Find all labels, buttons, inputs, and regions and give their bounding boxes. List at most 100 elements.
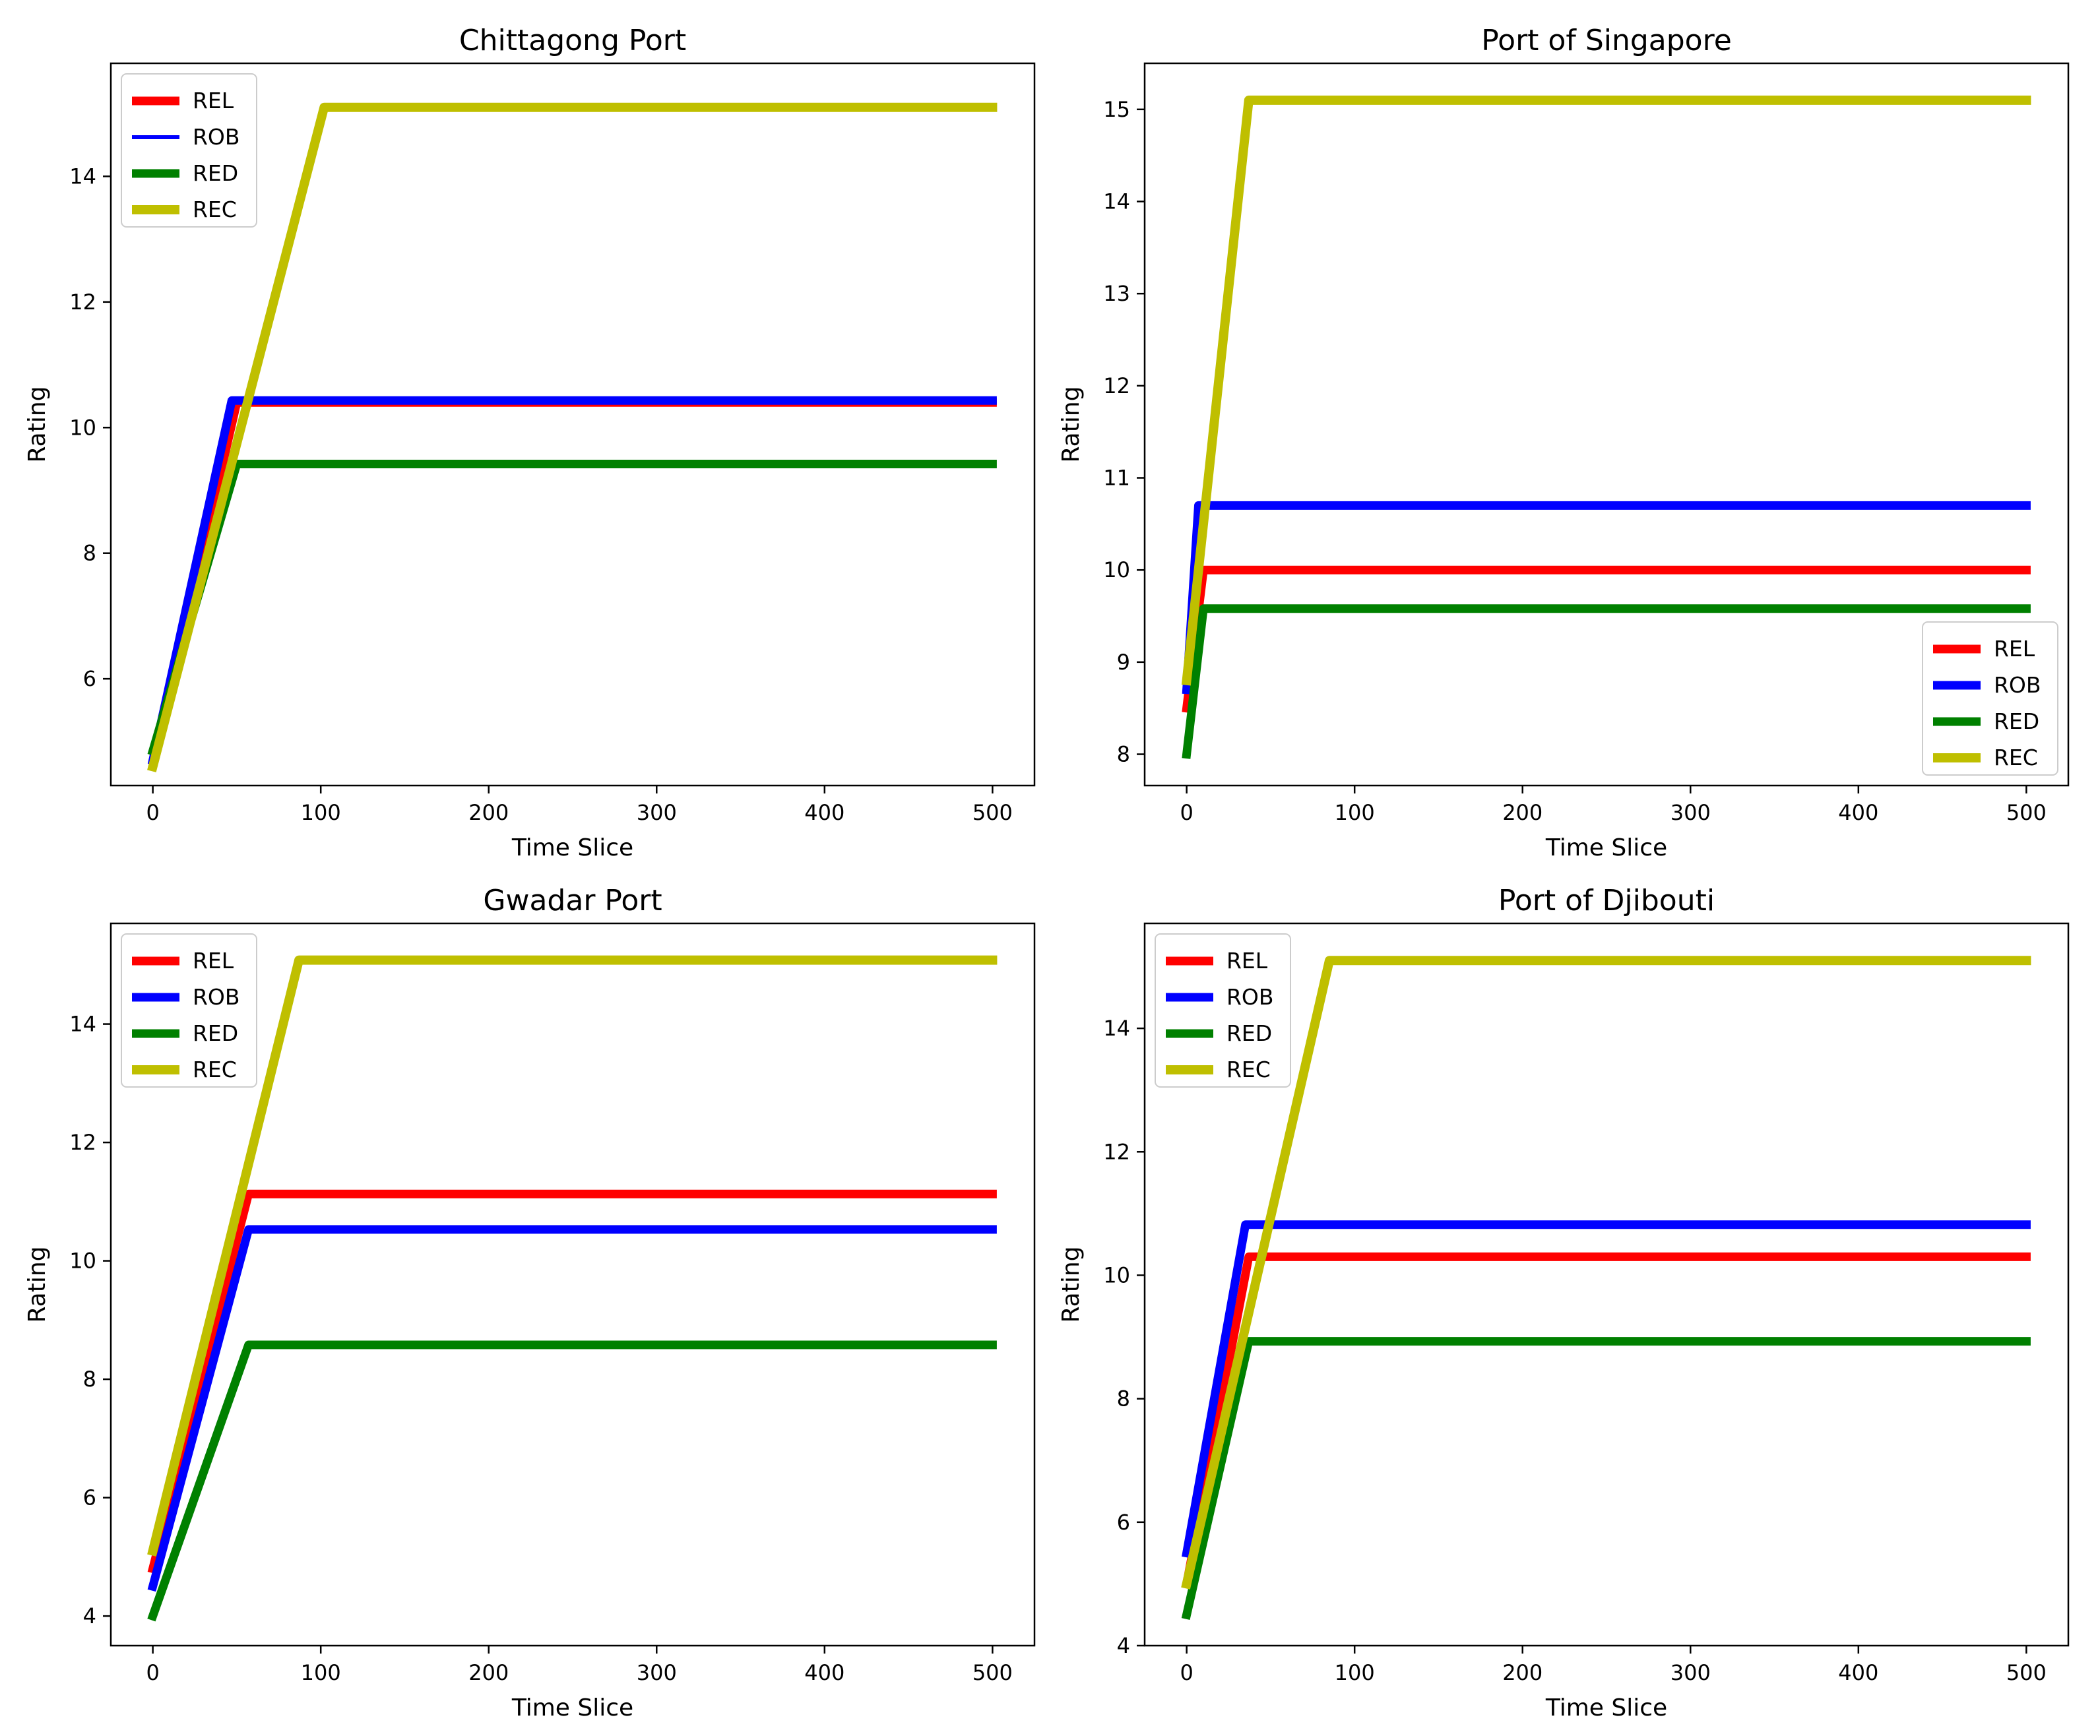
y-axis-label: Rating	[1058, 386, 1085, 462]
chart-panel-3: 0 100 200 300 400 500 4 6 8 10 12 14 Port of Djibout…	[1058, 884, 2070, 1721]
x-tick-label: 200	[1502, 800, 1543, 825]
series-line-rec	[147, 955, 998, 1557]
x-tick-label: 0	[1180, 1660, 1193, 1685]
axes-frame	[1143, 922, 2070, 1647]
y-tick-label: 11	[1103, 466, 1130, 491]
chart-title: Port of Djibouti	[1498, 884, 1715, 917]
y-tick-label: 10	[1103, 557, 1130, 582]
y-tick-label: 10	[69, 415, 96, 440]
x-tick-label: 500	[2006, 1660, 2047, 1685]
legend-box	[1155, 933, 1291, 1088]
series-line-rob	[147, 396, 997, 766]
x-axis-label: Time Slice	[511, 834, 633, 861]
series-line-rec	[1181, 95, 2031, 686]
y-tick-label: 12	[1103, 373, 1130, 398]
legend-label-rel: REL	[193, 948, 234, 974]
axes-frame	[1143, 62, 2070, 787]
series-line-rob	[1182, 1220, 2031, 1559]
legend-box	[1922, 621, 2058, 776]
legend-box	[121, 933, 257, 1088]
legend-label-rec: REC	[193, 197, 237, 222]
y-axis-label: Rating	[24, 1246, 51, 1322]
legend: REL ROB RED REC	[121, 933, 257, 1088]
legend-label-red: RED	[193, 160, 238, 186]
legend-label-rel: REL	[1994, 636, 2035, 662]
legend-label-red: RED	[1226, 1020, 1272, 1046]
y-tick-label: 6	[1117, 1510, 1130, 1535]
legend-label-rec: REC	[1994, 745, 2038, 770]
y-tick-label: 4	[83, 1603, 96, 1628]
series-line-red	[147, 1340, 997, 1622]
series-line-rel	[147, 398, 997, 772]
y-tick-label: 12	[1103, 1139, 1130, 1164]
chart-title: Chittagong Port	[459, 24, 686, 57]
y-tick-label: 15	[1103, 97, 1130, 122]
series-line-rel	[1182, 565, 2031, 713]
legend-label-rob: ROB	[193, 124, 240, 150]
x-axis-label: Time Slice	[1545, 1694, 1667, 1721]
x-tick-label: 300	[637, 1660, 677, 1685]
x-tick-label: 200	[468, 800, 509, 825]
series-line-rel	[147, 1189, 997, 1574]
x-tick-label: 0	[1180, 800, 1193, 825]
x-tick-label: 500	[972, 1660, 1013, 1685]
y-tick-label: 6	[83, 666, 96, 691]
x-tick-label: 300	[637, 800, 677, 825]
x-tick-label: 100	[301, 1660, 341, 1685]
x-tick-label: 400	[1838, 1660, 1878, 1685]
x-tick-label: 300	[1670, 800, 1711, 825]
chart-title: Gwadar Port	[483, 884, 662, 917]
legend-box	[121, 73, 257, 228]
chart-panel-2: 0 100 200 300 400 500 4 6 8 10 12 14 Gwadar Port Time…	[24, 884, 1036, 1721]
y-tick-label: 14	[1103, 1016, 1130, 1041]
legend-label-rob: ROB	[1226, 984, 1274, 1010]
legend-label-rec: REC	[1226, 1057, 1271, 1082]
y-axis-label: Rating	[24, 386, 51, 462]
series-line-rec	[1181, 956, 2031, 1590]
y-tick-label: 14	[69, 1012, 96, 1037]
x-tick-label: 200	[468, 1660, 509, 1685]
x-tick-label: 500	[2006, 800, 2047, 825]
y-tick-label: 13	[1103, 281, 1130, 306]
y-tick-label: 10	[1103, 1262, 1130, 1287]
legend-label-red: RED	[1994, 708, 2039, 734]
series-line-rob	[1182, 501, 2031, 695]
y-tick-label: 14	[1103, 189, 1130, 214]
y-tick-label: 9	[1117, 650, 1130, 675]
legend-label-rel: REL	[193, 88, 234, 113]
series-line-red	[1181, 1337, 2031, 1620]
y-axis-label: Rating	[1058, 1246, 1085, 1322]
series-line-rob	[147, 1225, 997, 1592]
chart-panel-0: 0 100 200 300 400 500 6 8 10 12 14 Chittagong Port T…	[24, 24, 1036, 861]
y-tick-label: 8	[1117, 1386, 1130, 1411]
legend: REL ROB RED REC	[1155, 933, 1291, 1088]
x-tick-label: 400	[804, 800, 844, 825]
y-tick-label: 8	[1117, 742, 1130, 767]
x-tick-label: 100	[1335, 1660, 1375, 1685]
x-tick-label: 300	[1670, 1660, 1711, 1685]
chart-panel-1: 0 100 200 300 400 500 8 9 10 11 12 13 14 15 Port of Si…	[1058, 24, 2070, 861]
x-tick-label: 100	[301, 800, 341, 825]
legend-label-red: RED	[193, 1020, 238, 1046]
legend-label-rob: ROB	[1994, 672, 2041, 698]
legend: REL ROB RED REC	[121, 73, 257, 228]
x-tick-label: 0	[146, 800, 159, 825]
axes-frame	[110, 62, 1036, 787]
x-tick-label: 100	[1335, 800, 1375, 825]
chart-title: Port of Singapore	[1481, 24, 1732, 57]
legend-label-rob: ROB	[193, 984, 240, 1010]
x-tick-label: 0	[146, 1660, 159, 1685]
series-line-red	[1182, 604, 2031, 759]
series-line-red	[147, 460, 997, 757]
y-tick-label: 6	[83, 1485, 96, 1510]
y-tick-label: 12	[69, 290, 96, 315]
y-tick-label: 12	[69, 1130, 96, 1155]
legend-label-rel: REL	[1226, 948, 1268, 974]
legend: REL ROB RED REC	[1922, 621, 2058, 776]
series-line-rec	[147, 102, 998, 772]
x-tick-label: 500	[972, 800, 1013, 825]
y-tick-label: 4	[1117, 1633, 1130, 1658]
x-tick-label: 200	[1502, 1660, 1543, 1685]
x-axis-label: Time Slice	[1545, 834, 1667, 861]
